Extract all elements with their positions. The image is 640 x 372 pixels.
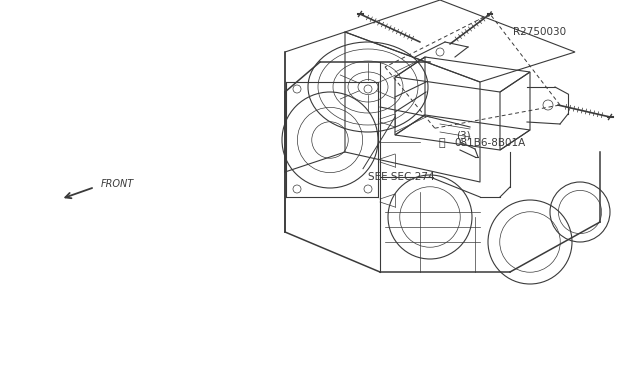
Text: 081B6-8B01A: 081B6-8B01A — [454, 138, 525, 148]
Text: (3): (3) — [456, 130, 470, 140]
Text: Ⓑ: Ⓑ — [438, 138, 445, 148]
Text: R2750030: R2750030 — [513, 27, 566, 36]
Text: FRONT: FRONT — [101, 179, 134, 189]
Text: SEE SEC.274: SEE SEC.274 — [368, 172, 435, 182]
